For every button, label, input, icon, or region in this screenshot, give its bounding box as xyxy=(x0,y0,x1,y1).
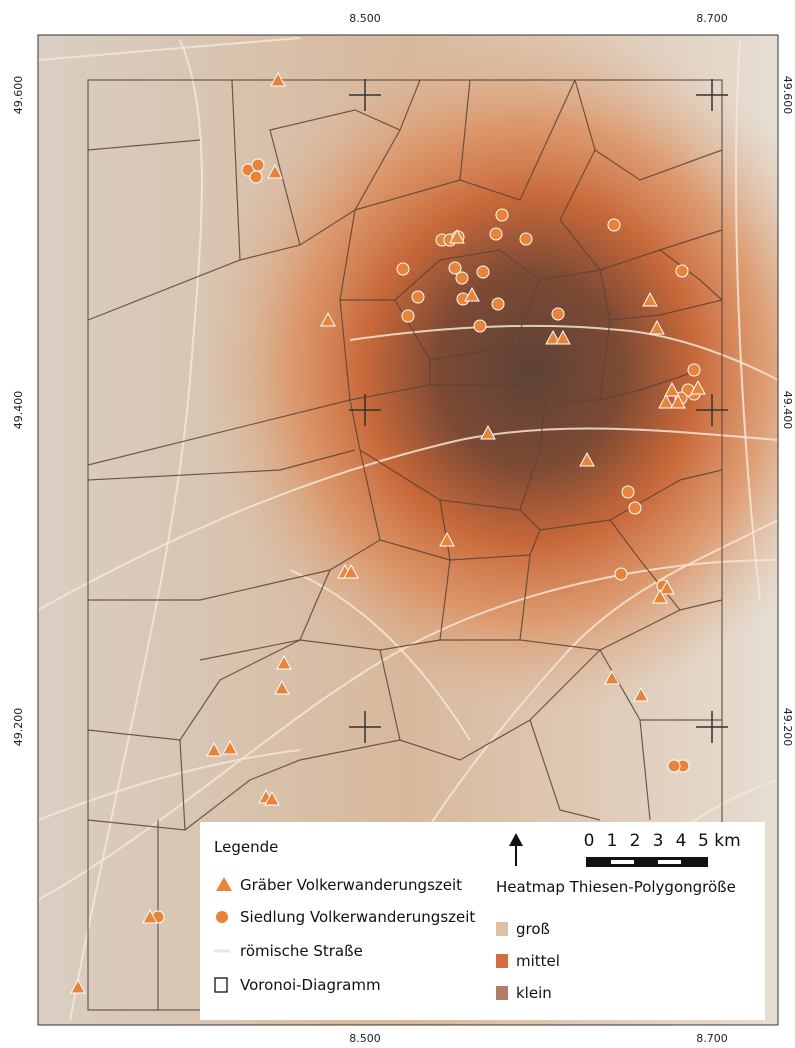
coord-left: 49.200 xyxy=(12,708,25,747)
settlement xyxy=(490,228,502,240)
settlement xyxy=(520,233,532,245)
legend-item: Siedlung Volkerwanderungszeit xyxy=(240,908,475,926)
coord-left: 49.600 xyxy=(12,76,25,115)
settlement xyxy=(552,308,564,320)
coord-bottom: 8.700 xyxy=(696,1032,728,1045)
settlement xyxy=(477,266,489,278)
settlement xyxy=(402,310,414,322)
coord-top: 8.700 xyxy=(696,12,728,25)
legend-item: Voronoi-Diagramm xyxy=(240,976,381,994)
heatmap-item: groß xyxy=(516,920,550,938)
legend-item: römische Straße xyxy=(240,942,363,960)
map: 8.500 8.700 8.500 8.700 49.600 49.400 49… xyxy=(0,0,795,1048)
coord-right: 49.600 xyxy=(781,76,794,115)
settlement xyxy=(492,298,504,310)
legend-circle xyxy=(216,911,228,923)
scale-bar-segment xyxy=(658,860,681,864)
legend-item: Gräber Volkerwanderungszeit xyxy=(240,876,462,894)
scale-label: 1 xyxy=(607,831,618,851)
scale-label: 5 km xyxy=(698,831,741,851)
scale-bar-segment xyxy=(611,860,634,864)
page: Voronoi Heatmap html, body { margin: 0; … xyxy=(0,0,795,1048)
settlement xyxy=(496,209,508,221)
scale-label: 3 xyxy=(653,831,664,851)
heatmap-title: Heatmap Thiesen-Polygongröße xyxy=(496,878,736,896)
settlement xyxy=(622,486,634,498)
coord-bottom: 8.500 xyxy=(349,1032,381,1045)
settlement xyxy=(252,159,264,171)
settlement xyxy=(629,502,641,514)
scale-bar-body xyxy=(586,857,708,867)
settlement xyxy=(608,219,620,231)
settlement xyxy=(676,265,688,277)
heatmap-item: klein xyxy=(516,984,552,1002)
heatmap-swatch xyxy=(496,922,508,936)
legend-title: Legende xyxy=(214,838,278,856)
settlement xyxy=(412,291,424,303)
coord-right: 49.400 xyxy=(781,391,794,430)
settlement xyxy=(456,272,468,284)
coord-right: 49.200 xyxy=(781,708,794,747)
settlement xyxy=(250,171,262,183)
heatmap-swatch xyxy=(496,986,508,1000)
scale-label: 0 xyxy=(584,831,595,851)
body: {"axes": {"top": ["8.500", "8.700"], "bo… xyxy=(0,0,795,1048)
settlement xyxy=(615,568,627,580)
settlement xyxy=(474,320,486,332)
settlement xyxy=(397,263,409,275)
settlement xyxy=(668,760,680,772)
heatmap-item: mittel xyxy=(516,952,560,970)
heatmap-swatch xyxy=(496,954,508,968)
settlement xyxy=(688,364,700,376)
coord-top: 8.500 xyxy=(349,12,381,25)
coord-left: 49.400 xyxy=(12,391,25,430)
scale-label: 4 xyxy=(676,831,687,851)
scale-label: 2 xyxy=(630,831,641,851)
legend: Legende Gräber Volkerwanderungszeit Sied… xyxy=(200,822,765,1020)
